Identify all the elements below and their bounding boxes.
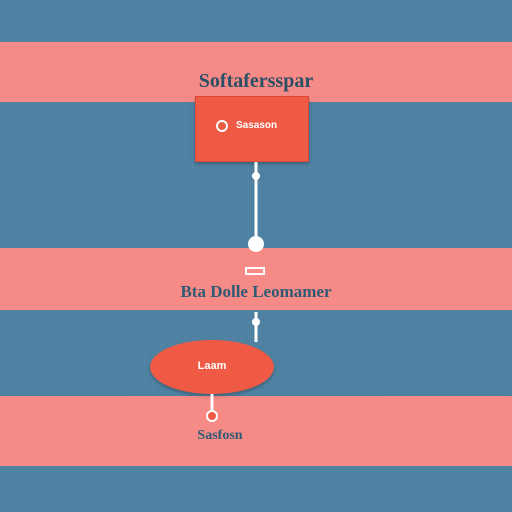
bottom-band bbox=[0, 396, 512, 466]
top-band bbox=[0, 42, 512, 102]
process-node-label: Sasason bbox=[236, 120, 278, 131]
middle-label: Bta Dolle Leomamer bbox=[180, 282, 332, 301]
circle-icon bbox=[216, 120, 228, 132]
ellipse-node[interactable]: Laam bbox=[150, 340, 274, 394]
top-label: Softafersspar bbox=[198, 70, 314, 92]
process-node[interactable]: Sasason bbox=[195, 96, 309, 162]
connector-dot-mid bbox=[252, 318, 260, 326]
connector-dot-top bbox=[252, 172, 260, 180]
bottom-label: Sasfosn bbox=[197, 428, 243, 443]
middle-band bbox=[0, 248, 512, 310]
ellipse-node-label: Laam bbox=[197, 360, 227, 372]
